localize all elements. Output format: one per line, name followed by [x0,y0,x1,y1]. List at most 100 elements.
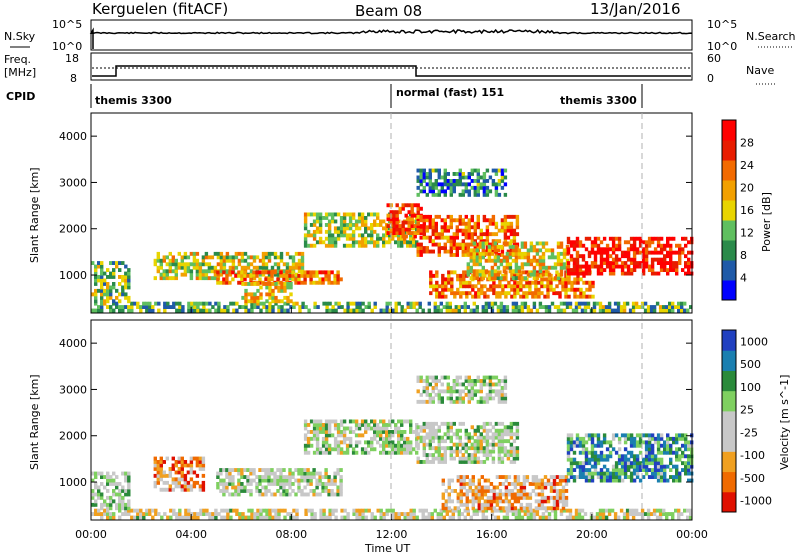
heatmap-cell [495,499,500,504]
heatmap-cell [446,396,450,401]
heatmap-cell [406,305,410,309]
heatmap-cell [459,482,463,486]
heatmap-cell [499,305,504,309]
heatmap-cell [339,482,343,486]
heatmap-cell [605,468,610,472]
heatmap-cell [455,428,459,433]
heatmap-cell [493,248,498,253]
heatmap-cell [196,301,200,306]
heatmap-cell [473,449,477,454]
heatmap-cell [136,512,140,516]
heatmap-cell [270,471,274,476]
heatmap-cell [544,248,549,253]
heatmap-cell [566,447,571,452]
heatmap-cell [201,480,206,485]
heatmap-cell [605,471,610,476]
heatmap-cell [493,262,498,267]
heatmap-cell [153,276,157,281]
heatmap-cell [376,508,380,513]
heatmap-cell [476,235,480,240]
heatmap-cell [214,515,218,520]
heatmap-cell [162,269,166,274]
colorbar-tick-label: -25 [740,426,758,439]
heatmap-cell [373,436,377,441]
heatmap-cell [506,249,511,254]
heatmap-cell [552,291,556,296]
heatmap-cell [422,449,426,454]
heatmap-cell [295,515,299,520]
heatmap-cell [464,232,468,237]
heatmap-cell [424,515,428,520]
heatmap-cell [303,471,307,476]
heatmap-cell [605,478,610,483]
heatmap-cell [309,475,313,479]
heatmap-cell [666,236,670,241]
heatmap-cell [171,258,175,263]
heatmap-cell [220,308,224,313]
heatmap-cell [180,272,184,277]
heatmap-cell [94,264,98,269]
heatmap-cell [339,423,344,427]
heatmap-cell [386,213,390,218]
heatmap-cell [401,227,405,232]
heatmap-cell [437,428,441,433]
heatmap-cell [447,482,451,486]
heatmap-cell [180,467,184,471]
heatmap-cell [360,233,365,238]
heatmap-cell [537,502,542,507]
heatmap-cell [509,249,514,254]
heatmap-cell [511,244,516,249]
heatmap-cell [602,433,607,438]
heatmap-cell [601,512,606,516]
heatmap-cell [620,468,625,472]
heatmap-cell [219,478,223,483]
heatmap-cell [683,508,687,513]
heatmap-cell [587,457,592,462]
heatmap-cell [309,478,313,483]
heatmap-cell [605,457,610,462]
heatmap-cell [663,471,667,476]
heatmap-cell [452,442,456,447]
heatmap-cell [638,243,643,248]
heatmap-cell [421,515,425,520]
heatmap-cell [118,275,122,279]
heatmap-cell [100,295,104,300]
heatmap-cell [576,277,580,282]
heatmap-cell [534,284,538,289]
heatmap-cell [391,308,395,313]
heatmap-cell [488,449,493,454]
heatmap-cell [604,515,609,520]
heatmap-cell [252,258,257,263]
heatmap-cell [635,433,640,438]
heatmap-cell [623,471,628,476]
heatmap-cell [464,392,468,397]
heatmap-cell [425,392,429,397]
heatmap-cell [243,475,247,479]
heatmap-cell [198,262,203,267]
heatmap-cell [446,228,450,233]
heatmap-cell [547,272,552,277]
heatmap-cell [461,389,465,394]
heatmap-cell [100,506,104,511]
heatmap-cell [163,305,167,309]
heatmap-cell [617,247,622,252]
heatmap-cell [118,282,122,286]
heatmap-cell [514,255,519,260]
heatmap-cell [412,515,416,520]
heatmap-cell [259,292,263,297]
heatmap-cell [367,212,371,217]
heatmap-cell [485,249,490,254]
heatmap-cell [327,219,332,224]
heatmap-cell [94,295,98,300]
heatmap-cell [443,179,447,183]
heatmap-cell [351,233,356,238]
heatmap-cell [246,489,250,493]
heatmap-cell [488,375,493,380]
heatmap-cell [602,250,607,255]
heatmap-cell [127,502,131,507]
heatmap-cell [506,456,511,461]
heatmap-cell [367,233,371,238]
heatmap-cell [605,264,610,269]
heatmap-cell [303,243,308,248]
heatmap-cell [416,460,420,464]
